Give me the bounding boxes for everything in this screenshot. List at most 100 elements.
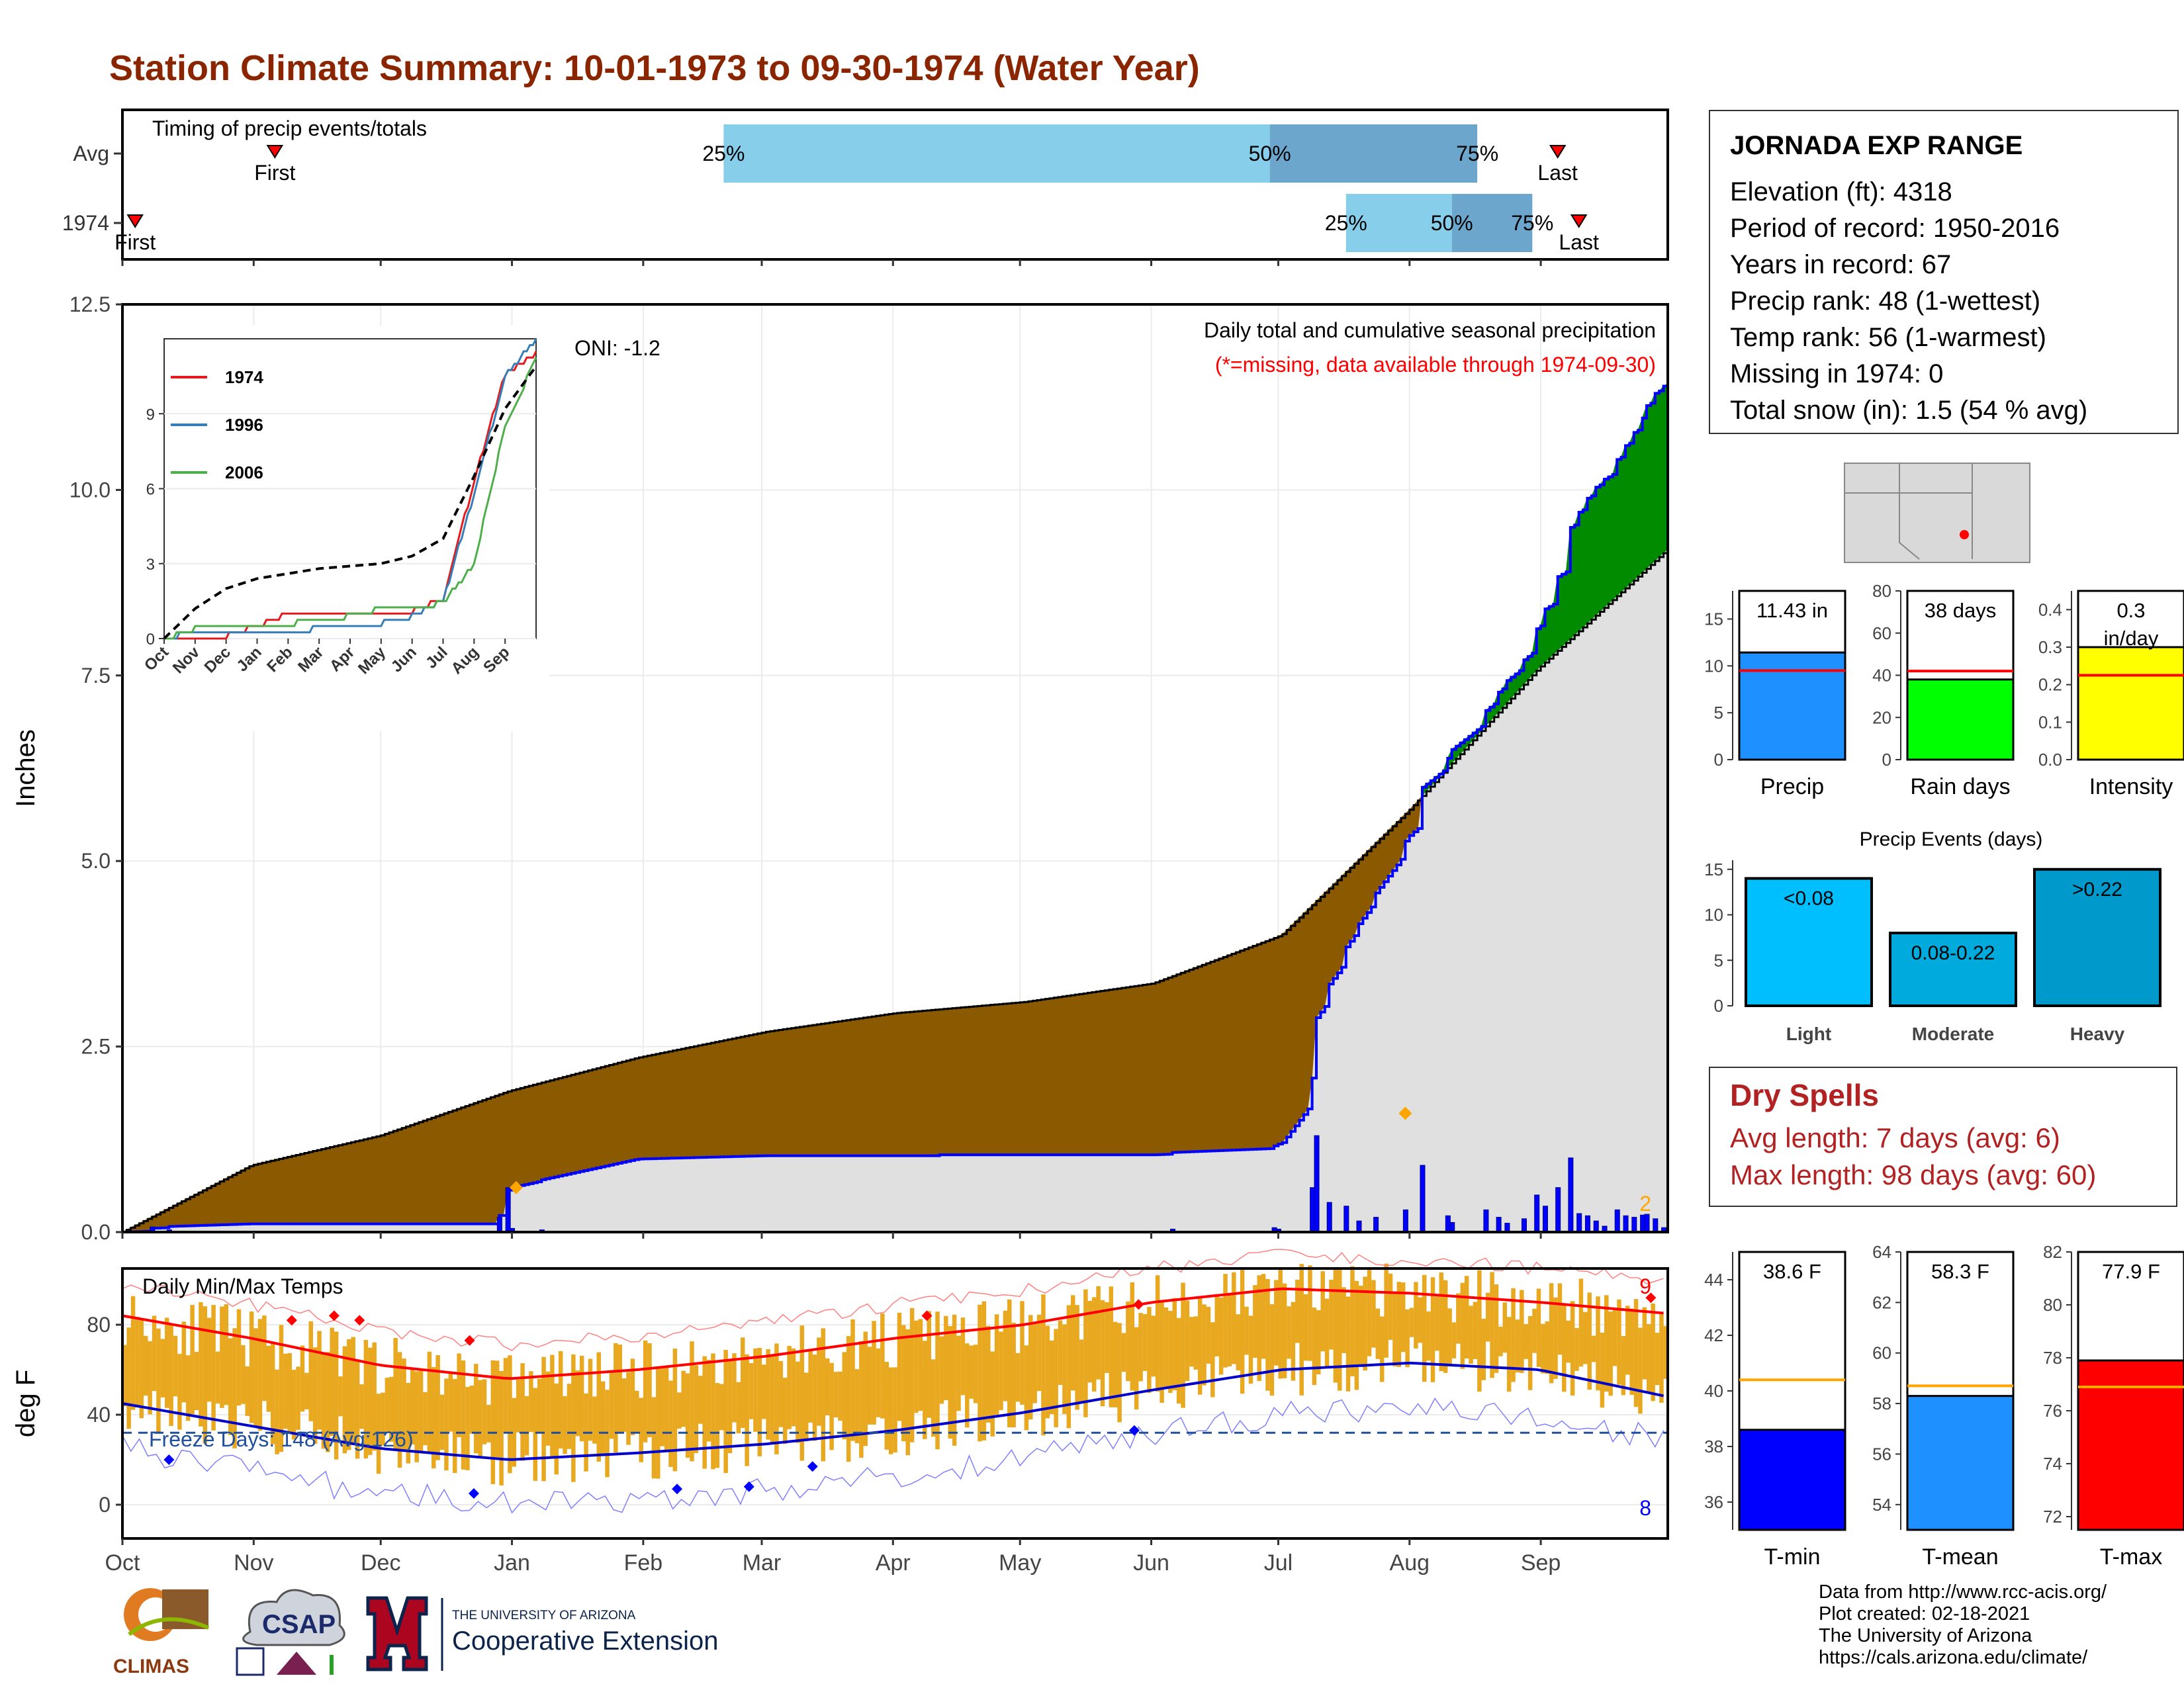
temp-range-bar [986, 1325, 991, 1423]
temp-range-bar [876, 1348, 881, 1417]
precip-ylabel: Inches [11, 729, 40, 807]
timing-bar-25-50 [723, 124, 1270, 183]
temp-range-bar [1007, 1299, 1012, 1428]
temp-range-bar [232, 1328, 237, 1448]
temp-range-bar [524, 1396, 529, 1456]
daily-precip-bar [1576, 1213, 1582, 1233]
temp-range-bar [1642, 1307, 1647, 1380]
map-bg [1844, 463, 2030, 563]
daily-precip-bar [1644, 1214, 1650, 1233]
temp-range-bar [1003, 1310, 1008, 1401]
temp-range-bar [1227, 1294, 1232, 1366]
temp-range-bar [457, 1353, 461, 1437]
temp-range-bar [1587, 1292, 1592, 1390]
temp-range-bar [347, 1339, 351, 1450]
temp-range-bar [905, 1329, 910, 1456]
temp-y-label: 80 [87, 1313, 111, 1337]
temp-range-bar [1384, 1263, 1388, 1358]
temp-range-bar [1426, 1311, 1431, 1361]
temp-range-bar [960, 1317, 966, 1396]
temp-range-bar [761, 1364, 766, 1419]
temp-range-bar [1257, 1275, 1261, 1382]
temp-range-bar [609, 1370, 614, 1439]
temp-range-bar [1435, 1296, 1439, 1351]
tmin-y-label: 44 [1704, 1270, 1723, 1290]
timing-last-label: Last [1559, 230, 1599, 254]
events-title: Precip Events (days) [1860, 828, 2043, 850]
temp-range-bar [1549, 1283, 1554, 1384]
temp-range-bar [656, 1367, 660, 1479]
temp-range-bar [490, 1360, 496, 1484]
temp-range-bar [965, 1343, 970, 1428]
min-record-count: 8 [1639, 1496, 1651, 1520]
temp-range-bar [194, 1352, 199, 1410]
tmin-y-label: 42 [1704, 1325, 1723, 1345]
temp-range-bar [1498, 1326, 1503, 1356]
precip-events-chart: Precip Events (days) 0 5 10 15 <0.08 Light 0.08… [1704, 828, 2169, 1044]
temp-range-bar [1596, 1296, 1600, 1391]
record-low-marker [468, 1488, 479, 1499]
temp-range-bar [1400, 1282, 1406, 1353]
max-precip-marker [509, 1180, 523, 1194]
daily-precip-bar [1614, 1209, 1620, 1233]
temp-range-bar [1527, 1315, 1533, 1390]
temp-range-bar [545, 1371, 551, 1446]
temp-range-bar [1011, 1322, 1016, 1428]
temp-range-bar [1155, 1275, 1160, 1392]
temp-range-bar [1443, 1280, 1448, 1373]
temp-range-bar [1236, 1314, 1240, 1371]
credits: Data from http://www.rcc-acis.org/ Plot … [1819, 1581, 2107, 1669]
temp-range-bar [312, 1347, 318, 1444]
temp-range-bar [533, 1388, 538, 1481]
temp-range-bar [999, 1331, 1003, 1411]
temp-range-bar [1485, 1292, 1490, 1342]
temp-range-bar [803, 1372, 809, 1442]
ua-big-text: Cooperative Extension [452, 1626, 718, 1656]
temp-range-bar [745, 1354, 749, 1466]
temp-range-bar [1223, 1274, 1228, 1368]
temp-range-bar [753, 1348, 758, 1432]
tmax-y-label: 82 [2043, 1242, 2062, 1262]
credit-created: Plot created: 02-18-2021 [1819, 1603, 2030, 1624]
precip-normal-line [122, 549, 1669, 1233]
temp-range-bar [859, 1341, 864, 1458]
temp-range-bar [1638, 1327, 1643, 1414]
temp-range-bar [1168, 1311, 1173, 1394]
temp-range-bar [1456, 1293, 1461, 1344]
temp-y-label: 0 [99, 1493, 111, 1517]
temp-range-bar [1054, 1329, 1058, 1427]
temp-range-bar [1189, 1317, 1194, 1367]
temp-range-bar [808, 1351, 813, 1423]
temp-ylabel: deg F [11, 1370, 40, 1437]
temp-range-bar [300, 1345, 305, 1412]
temp-range-bar [554, 1383, 559, 1475]
temp-range-bar [482, 1379, 487, 1444]
oni-label: ONI: -1.2 [574, 336, 660, 360]
temp-range-bar [1515, 1319, 1520, 1373]
temp-range-bar [1100, 1300, 1105, 1407]
temp-range-bar [812, 1355, 817, 1441]
tmin-value: 38.6 F [1763, 1260, 1821, 1283]
dry-spells-title: Dry Spells [1730, 1078, 1879, 1112]
record-low-marker [672, 1484, 683, 1495]
temp-range-bar [1070, 1295, 1075, 1391]
temp-range-bar [393, 1338, 398, 1450]
temp-range-bar [359, 1384, 364, 1429]
temp-range-bar [1541, 1323, 1545, 1374]
dry-spells-avg: Avg length: 7 days (avg: 6) [1730, 1122, 2060, 1153]
temp-range-bar [956, 1335, 961, 1411]
temp-range-bar [706, 1360, 711, 1442]
tmin-y-label: 38 [1704, 1437, 1723, 1456]
temp-range-bar [1469, 1306, 1473, 1364]
temp-range-bar [1663, 1326, 1668, 1379]
temp-range-bar [973, 1345, 978, 1403]
inset-normal-line [163, 365, 537, 640]
tmax-value: 77.9 F [2102, 1260, 2160, 1283]
temp-range-bar [1062, 1324, 1067, 1414]
temp-range-bar [1342, 1287, 1346, 1353]
month-label: May [999, 1550, 1041, 1576]
temp-range-bar [381, 1392, 385, 1446]
temp-range-bar [715, 1383, 720, 1468]
temp-range-bar [994, 1314, 999, 1415]
